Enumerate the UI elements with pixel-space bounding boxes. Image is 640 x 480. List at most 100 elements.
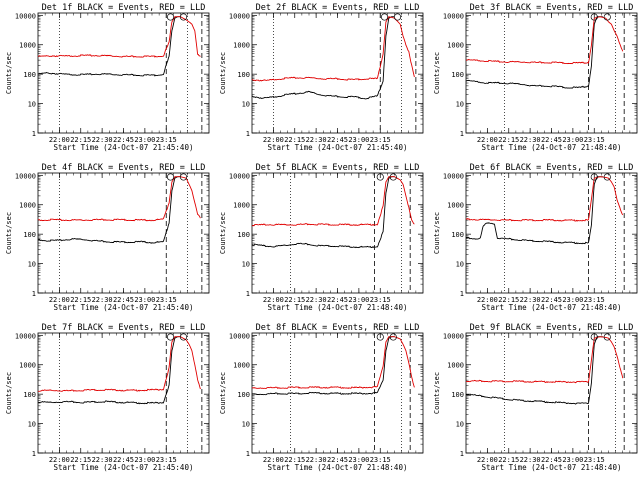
x-tick-label: 22:30: [306, 456, 327, 464]
plot-frame: [465, 172, 638, 294]
x-tick-label: 23:15: [370, 296, 391, 304]
y-tick-label: 1000: [233, 202, 250, 210]
x-tick-label: 22:15: [70, 296, 91, 304]
x-tick-label: 22:45: [327, 296, 348, 304]
x-tick-label: 23:00: [562, 136, 583, 144]
y-tick-label: 1: [460, 450, 464, 458]
series-line-lld: [465, 336, 624, 384]
chart-panel-6: Det 6f BLACK = Events, RED = LLD 1 10 100 10…: [433, 163, 638, 312]
x-tick-label: 22:00: [477, 296, 498, 304]
series-line-events: [251, 336, 395, 396]
chart-title: Det 5f BLACK = Events, RED = LLD: [256, 163, 420, 173]
y-tick-label: 1000: [19, 362, 36, 370]
chart-title: Det 8f BLACK = Events, RED = LLD: [256, 323, 420, 333]
x-tick-label: 22:30: [92, 456, 113, 464]
y-tick-label: 100: [23, 231, 36, 239]
x-axis-label: Start Time (24-Oct-07 21:45:40): [54, 303, 194, 312]
x-tick-label: 22:00: [477, 136, 498, 144]
series-line-lld: [37, 336, 201, 392]
y-tick-label: 100: [451, 391, 464, 399]
x-tick-label: 23:00: [562, 296, 583, 304]
x-tick-label: 23:00: [348, 456, 369, 464]
x-tick-label: 22:30: [520, 136, 541, 144]
series-line-events: [466, 336, 603, 405]
x-tick-label: 22:00: [49, 296, 70, 304]
series-line-events: [37, 176, 181, 244]
x-tick-label: 23:15: [370, 136, 391, 144]
peak-marker-circle: [603, 13, 611, 21]
x-tick-label: 22:45: [327, 136, 348, 144]
y-tick-label: 100: [451, 231, 464, 239]
x-tick-label: 22:15: [498, 296, 519, 304]
x-tick-label: 22:15: [284, 296, 305, 304]
x-tick-label: 22:30: [306, 136, 327, 144]
y-axis-label: Counts/sec: [219, 372, 227, 414]
y-tick-label: 1: [460, 290, 464, 298]
plot-frame: [251, 12, 424, 134]
chart-title: Det 3f BLACK = Events, RED = LLD: [470, 3, 634, 13]
y-tick-label: 10: [28, 101, 36, 109]
series-line-lld: [251, 336, 415, 389]
y-tick-label: 10000: [443, 332, 464, 340]
x-tick-label: 23:00: [134, 456, 155, 464]
y-tick-label: 10: [28, 421, 36, 429]
x-tick-label: 22:15: [498, 136, 519, 144]
x-tick-label: 22:00: [263, 296, 284, 304]
x-axis-label: Start Time (24-Oct-07 21:48:40): [482, 463, 622, 472]
y-tick-label: 10000: [15, 172, 36, 180]
x-tick-label: 23:00: [562, 456, 583, 464]
peak-marker-circle: [389, 173, 397, 181]
series-line-events: [465, 176, 603, 245]
x-tick-label: 22:30: [520, 456, 541, 464]
x-tick-label: 22:00: [263, 456, 284, 464]
y-tick-label: 100: [451, 71, 464, 79]
chart-title: Det 9f BLACK = Events, RED = LLD: [470, 323, 634, 333]
x-tick-label: 22:45: [113, 136, 134, 144]
y-axis-label: Counts/sec: [5, 372, 13, 414]
x-tick-label: 23:15: [584, 136, 605, 144]
chart-panel-3: Det 3f BLACK = Events, RED = LLD 1 10 100 10…: [433, 3, 638, 152]
peak-marker-circle: [393, 13, 402, 21]
y-tick-label: 1: [32, 290, 36, 298]
x-tick-label: 23:15: [584, 456, 605, 464]
y-axis-label: Counts/sec: [433, 212, 441, 254]
y-tick-label: 1: [32, 130, 36, 138]
x-tick-label: 22:15: [284, 456, 305, 464]
x-tick-label: 22:30: [92, 136, 113, 144]
y-tick-label: 1000: [447, 202, 464, 210]
y-axis-label: Counts/sec: [5, 52, 13, 94]
y-tick-label: 100: [237, 231, 250, 239]
x-tick-label: 23:15: [156, 136, 177, 144]
x-tick-label: 23:00: [348, 136, 369, 144]
chart-panel-2: Det 2f BLACK = Events, RED = LLD 1 10 100 10…: [219, 3, 424, 152]
peak-marker-circle: [376, 333, 384, 341]
x-axis-label: Start Time (24-Oct-07 21:48:40): [482, 143, 622, 152]
y-tick-label: 1: [32, 450, 36, 458]
y-tick-label: 10000: [229, 172, 250, 180]
x-tick-label: 22:15: [498, 456, 519, 464]
chart-title: Det 2f BLACK = Events, RED = LLD: [256, 3, 420, 13]
series-line-lld: [251, 16, 415, 82]
x-tick-label: 22:45: [327, 456, 348, 464]
peak-marker-circle: [590, 173, 598, 181]
plot-frame: [465, 12, 638, 134]
y-tick-label: 100: [237, 391, 250, 399]
x-axis-label: Start Time (24-Oct-07 21:48:40): [268, 463, 408, 472]
y-tick-label: 10: [242, 261, 250, 269]
x-tick-label: 23:00: [348, 296, 369, 304]
peak-marker-circle: [389, 333, 397, 341]
y-tick-label: 100: [237, 71, 250, 79]
x-tick-label: 22:45: [541, 136, 562, 144]
y-tick-label: 10000: [15, 332, 36, 340]
series-line-events: [251, 16, 395, 100]
peak-marker-circle: [179, 13, 188, 21]
y-tick-label: 10: [242, 421, 250, 429]
y-tick-label: 1000: [233, 362, 250, 370]
y-tick-label: 10000: [229, 332, 250, 340]
x-tick-label: 22:15: [284, 136, 305, 144]
chart-title: Det 4f BLACK = Events, RED = LLD: [42, 163, 206, 173]
y-axis-label: Counts/sec: [219, 52, 227, 94]
peak-marker-circle: [380, 13, 389, 21]
series-line-events: [37, 336, 181, 405]
